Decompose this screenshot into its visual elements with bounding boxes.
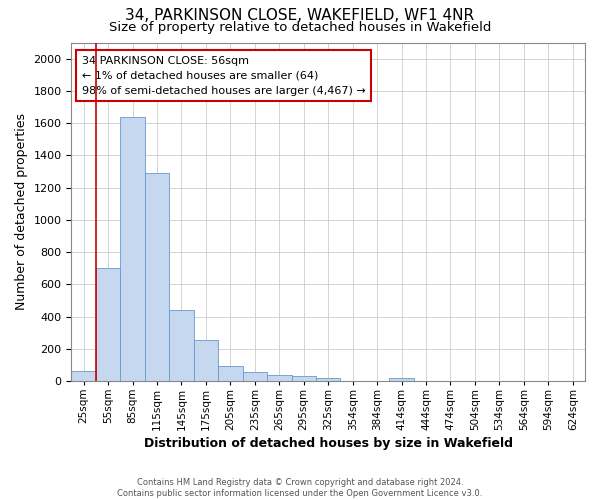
Bar	[121, 116, 145, 381]
Bar	[96, 268, 121, 381]
Bar	[316, 378, 340, 381]
Bar	[71, 370, 96, 381]
Bar	[218, 366, 242, 381]
Bar	[389, 378, 414, 381]
Text: 34, PARKINSON CLOSE, WAKEFIELD, WF1 4NR: 34, PARKINSON CLOSE, WAKEFIELD, WF1 4NR	[125, 8, 475, 22]
X-axis label: Distribution of detached houses by size in Wakefield: Distribution of detached houses by size …	[144, 437, 513, 450]
Bar	[194, 340, 218, 381]
Text: 34 PARKINSON CLOSE: 56sqm
← 1% of detached houses are smaller (64)
98% of semi-d: 34 PARKINSON CLOSE: 56sqm ← 1% of detach…	[82, 56, 365, 96]
Bar	[267, 374, 292, 381]
Bar	[242, 372, 267, 381]
Text: Contains HM Land Registry data © Crown copyright and database right 2024.
Contai: Contains HM Land Registry data © Crown c…	[118, 478, 482, 498]
Y-axis label: Number of detached properties: Number of detached properties	[15, 113, 28, 310]
Text: Size of property relative to detached houses in Wakefield: Size of property relative to detached ho…	[109, 21, 491, 34]
Bar	[145, 173, 169, 381]
Bar	[169, 310, 194, 381]
Bar	[292, 376, 316, 381]
